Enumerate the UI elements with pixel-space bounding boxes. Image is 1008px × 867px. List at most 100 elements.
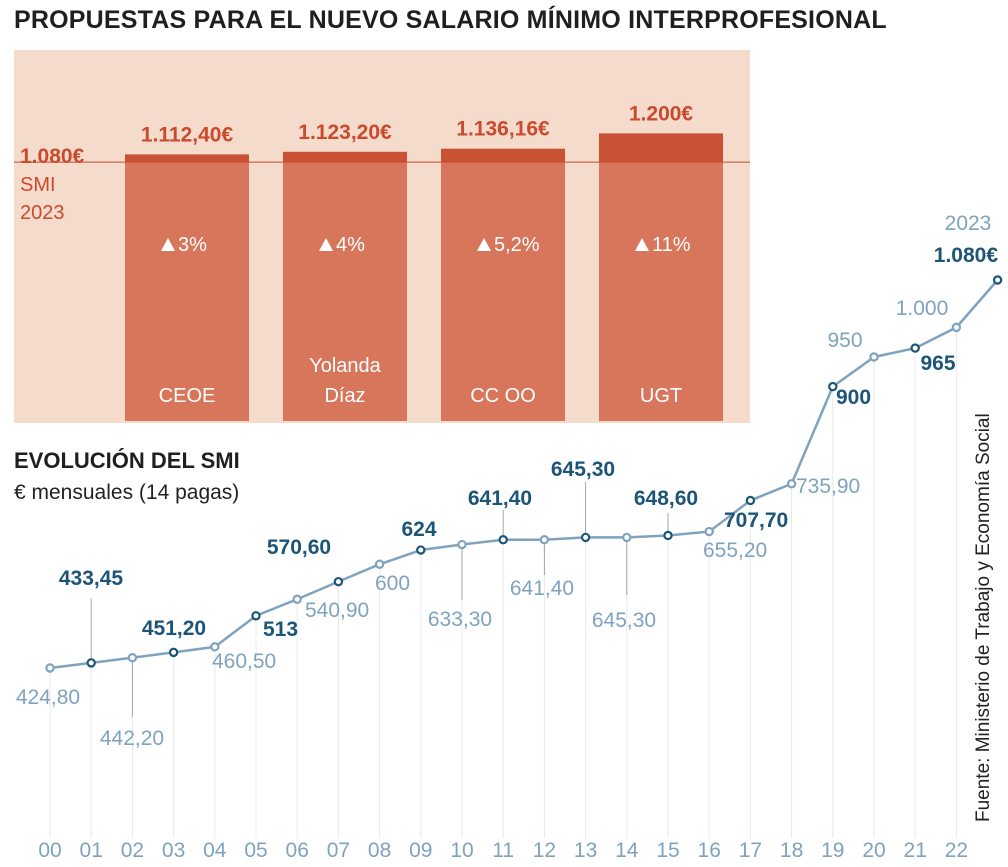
point-0-value-label: 424,80 xyxy=(16,686,80,709)
increase-triangle-icon xyxy=(319,238,333,251)
point-1-value-label: 433,45 xyxy=(59,567,124,590)
data-point xyxy=(745,495,756,506)
point-2-value-label: 442,20 xyxy=(100,727,164,750)
point-23-value-label: 1.080€ xyxy=(934,244,999,267)
x-tick-label: 20 xyxy=(862,839,885,862)
data-point xyxy=(663,530,673,541)
x-tick-label: 19 xyxy=(821,839,844,862)
x-tick-label: 07 xyxy=(327,839,350,862)
reference-value-label: 1.080€ xyxy=(20,145,85,168)
line-chart-subtitle: € mensuales (14 pagas) xyxy=(14,481,240,504)
point-20-value-label: 950 xyxy=(827,329,862,352)
bar-0-base xyxy=(125,162,249,421)
bar-2-value-label: 1.136,16€ xyxy=(456,118,550,141)
data-point xyxy=(951,322,962,333)
x-tick-label: 01 xyxy=(80,839,103,862)
data-point xyxy=(786,479,797,489)
bar-2-increase-label: 5,2% xyxy=(494,234,540,256)
data-point xyxy=(416,545,426,555)
point-5-value-label: 513 xyxy=(263,618,298,641)
data-point xyxy=(333,576,344,587)
bar-3-increase-label: 11% xyxy=(652,234,691,256)
data-point xyxy=(622,532,632,543)
point-19-value-label: 900 xyxy=(836,386,871,409)
data-point xyxy=(869,352,879,362)
increase-triangle-icon xyxy=(161,238,175,251)
data-point xyxy=(580,532,591,543)
bar-1-base xyxy=(283,162,407,421)
point-6-value-label: 540,90 xyxy=(305,599,369,622)
point-9-value-label: 624 xyxy=(401,518,436,541)
x-tick-label-2023: 2023 xyxy=(945,212,992,235)
data-point xyxy=(45,663,55,673)
chart-title: PROPUESTAS PARA EL NUEVO SALARIO MÍNIMO … xyxy=(14,6,887,34)
x-tick-label: 21 xyxy=(904,839,927,862)
bar-2-base xyxy=(441,162,565,421)
point-12-value-label: 641,40 xyxy=(510,577,574,600)
bar-1-value-label: 1.123,20€ xyxy=(298,121,392,144)
reference-label-line1: SMI xyxy=(20,174,56,196)
increase-triangle-icon xyxy=(635,238,649,251)
bar-0-value-label: 1.112,40€ xyxy=(141,123,234,146)
x-tick-label: 09 xyxy=(409,839,432,862)
bar-1-increase-label: 4% xyxy=(336,234,365,256)
bar-2-category-label: CC OO xyxy=(470,385,536,407)
point-11-value-label: 641,40 xyxy=(468,487,532,510)
data-point xyxy=(374,559,385,569)
point-14-value-label: 645,30 xyxy=(592,609,656,632)
point-13-value-label: 645,30 xyxy=(551,458,615,481)
x-tick-label: 11 xyxy=(492,839,514,862)
bar-1-category-label: Díaz xyxy=(324,385,365,407)
data-point xyxy=(127,652,138,663)
x-tick-label: 18 xyxy=(780,839,803,862)
x-tick-label: 10 xyxy=(450,839,473,862)
data-point xyxy=(457,539,467,550)
x-tick-label: 00 xyxy=(38,839,61,862)
point-15-value-label: 648,60 xyxy=(634,487,698,510)
data-point xyxy=(168,647,179,658)
x-tick-label: 14 xyxy=(615,839,639,862)
bar-1-category-label: Yolanda xyxy=(309,355,381,377)
bar-0-category-label: CEOE xyxy=(159,385,216,407)
point-18-value-label: 735,90 xyxy=(796,475,860,498)
x-tick-label: 16 xyxy=(698,839,721,862)
x-tick-label: 05 xyxy=(244,839,267,862)
point-3-value-label: 451,20 xyxy=(142,617,206,640)
increase-triangle-icon xyxy=(477,238,491,251)
data-point xyxy=(86,658,96,668)
point-4-value-label: 460,50 xyxy=(212,650,276,673)
point-7-value-label: 570,60 xyxy=(267,536,331,559)
x-tick-label: 04 xyxy=(203,839,227,862)
x-tick-label: 06 xyxy=(286,839,309,862)
data-point xyxy=(992,275,1003,285)
bar-1-increment xyxy=(283,151,407,163)
bar-3-base xyxy=(599,162,723,421)
line-chart-title: EVOLUCIÓN DEL SMI xyxy=(14,448,240,473)
reference-label-line2: 2023 xyxy=(20,202,65,224)
x-tick-label: 15 xyxy=(656,839,679,862)
data-point xyxy=(498,535,508,545)
x-tick-label: 13 xyxy=(574,839,597,862)
data-point xyxy=(539,535,550,545)
point-10-value-label: 633,30 xyxy=(428,608,492,631)
x-tick-label: 12 xyxy=(533,839,556,862)
bar-3-increment xyxy=(599,133,723,163)
data-point xyxy=(251,611,261,621)
data-point xyxy=(210,642,220,652)
smi-series-line xyxy=(49,279,999,670)
point-8-value-label: 600 xyxy=(375,572,410,595)
bar-3-value-label: 1.200€ xyxy=(629,102,694,125)
bar-2-increment xyxy=(441,148,565,163)
x-tick-label: 08 xyxy=(368,839,391,862)
point-16-value-label: 655,20 xyxy=(703,539,767,562)
data-point xyxy=(292,594,302,604)
data-point xyxy=(910,343,920,353)
x-tick-label: 02 xyxy=(121,839,144,862)
bar-0-increase-label: 3% xyxy=(178,234,207,256)
data-point xyxy=(704,526,714,537)
x-tick-label: 03 xyxy=(162,839,185,862)
point-17-value-label: 707,70 xyxy=(724,509,788,532)
x-tick-label: 17 xyxy=(739,839,762,862)
x-tick-label: 22 xyxy=(945,839,968,862)
